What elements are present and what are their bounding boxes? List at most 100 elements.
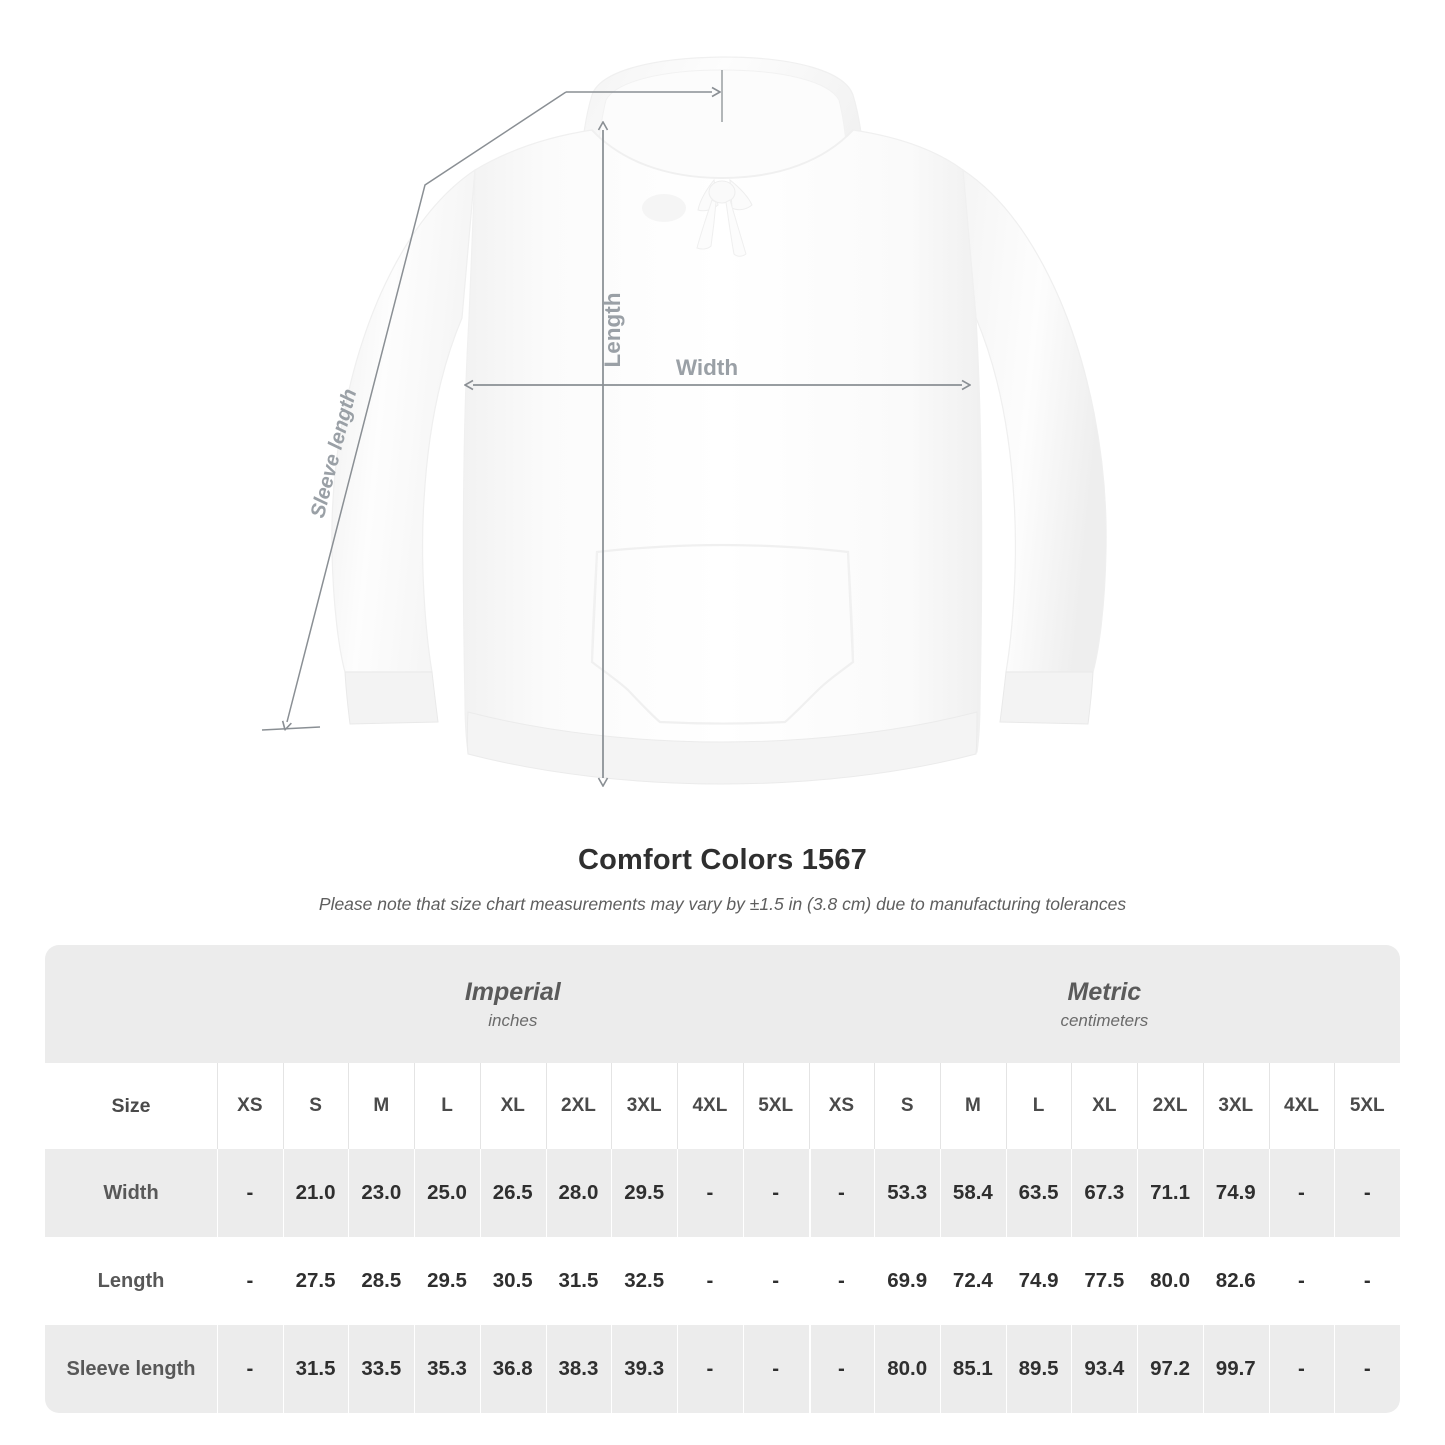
cell-width-m-imperial: 23.0 (348, 1149, 415, 1237)
cell-length-s-imperial: 27.5 (282, 1237, 349, 1325)
cell-length-3xl-metric: 82.6 (1202, 1237, 1269, 1325)
garment-diagram: Length Width Sleeve length (261, 56, 1107, 840)
cell-width-4xl-imperial: - (677, 1149, 743, 1237)
left-cuff (344, 671, 439, 725)
cell-width-s-metric: 53.3 (874, 1149, 941, 1237)
cell-sleeve-length-m-metric: 85.1 (940, 1325, 1006, 1413)
cell-sleeve-length-3xl-metric: 99.7 (1202, 1325, 1269, 1413)
unit-section-imperial: Imperial inches (217, 945, 809, 1063)
cell-sleeve-length-l-imperial: 35.3 (414, 1325, 480, 1413)
size-header-s-imperial: S (282, 1063, 349, 1149)
cell-sleeve-length-xs-metric: - (808, 1325, 875, 1413)
cell-length-5xl-metric: - (1334, 1237, 1401, 1325)
right-sleeve (962, 168, 1107, 673)
row-label-sleeve-length: Sleeve length (45, 1325, 217, 1413)
size-header-5xl-metric: 5XL (1334, 1063, 1401, 1149)
neck-seam (591, 129, 854, 180)
width-label: Width (676, 355, 738, 380)
size-header-5xl-imperial: 5XL (742, 1063, 809, 1149)
cell-length-xs-imperial: - (217, 1237, 283, 1325)
size-header-xs-metric: XS (808, 1063, 875, 1149)
table-row: Length -27.5 28.5 29.5 30.5 31.5 32.5- - -69.9 72… (45, 1237, 1401, 1325)
size-header-3xl-metric: 3XL (1202, 1063, 1269, 1149)
unit-section-metric: Metric centimeters (808, 945, 1401, 1063)
cell-width-xs-imperial: - (217, 1149, 283, 1237)
cell-sleeve-length-3xl-imperial: 39.3 (611, 1325, 678, 1413)
size-header-xs-imperial: XS (217, 1063, 283, 1149)
cell-width-xl-imperial: 26.5 (479, 1149, 546, 1237)
cell-length-xl-imperial: 30.5 (479, 1237, 546, 1325)
tolerance-note: Please note that size chart measurements… (318, 893, 1127, 914)
cell-sleeve-length-2xl-imperial: 38.3 (545, 1325, 612, 1413)
size-header-xl-metric: XL (1071, 1063, 1138, 1149)
cell-width-m-metric: 58.4 (940, 1149, 1006, 1237)
size-header-row: Size XS S M L XL 2XL 3XL 4XL 5XL XS S M L XL 2XL 3XL 4XL 5… (45, 1063, 1401, 1149)
cell-length-l-imperial: 29.5 (414, 1237, 480, 1325)
cell-width-l-metric: 63.5 (1005, 1149, 1072, 1237)
cell-sleeve-length-4xl-imperial: - (677, 1325, 743, 1413)
cell-length-xs-metric: - (808, 1237, 875, 1325)
size-header-4xl-imperial: 4XL (677, 1063, 743, 1149)
table-row: Sleeve length -31.5 33.5 35.3 36.8 38.3 39.3- -… (45, 1325, 1401, 1413)
cell-sleeve-length-xs-imperial: - (217, 1325, 283, 1413)
drawstring (696, 178, 753, 257)
size-header-m-imperial: M (348, 1063, 415, 1149)
page-title: Comfort Colors 1567 (577, 844, 868, 876)
size-header-4xl-metric: 4XL (1268, 1063, 1335, 1149)
cell-length-4xl-imperial: - (677, 1237, 743, 1325)
unit-section-subtitle: inches (488, 1010, 538, 1030)
cell-width-2xl-metric: 71.1 (1137, 1149, 1203, 1237)
cell-length-s-metric: 69.9 (874, 1237, 941, 1325)
cell-sleeve-length-xl-imperial: 36.8 (479, 1325, 546, 1413)
fabric-shadow (642, 194, 686, 222)
pocket-opening-right (847, 551, 854, 663)
table-row: Width -21.0 23.0 25.0 26.5 28.0 29.5- - -53.3 58.… (45, 1149, 1401, 1237)
cell-sleeve-length-s-metric: 80.0 (874, 1325, 941, 1413)
size-column-header: Size (45, 1063, 217, 1149)
size-header-3xl-imperial: 3XL (611, 1063, 678, 1149)
cell-length-2xl-imperial: 31.5 (545, 1237, 612, 1325)
hoodie-illustration (331, 56, 1107, 785)
cell-length-2xl-metric: 80.0 (1137, 1237, 1203, 1325)
unit-section-name: Metric (1067, 977, 1142, 1006)
size-header-l-metric: L (1005, 1063, 1072, 1149)
cell-width-l-imperial: 25.0 (414, 1149, 480, 1237)
cell-width-xs-metric: - (808, 1149, 875, 1237)
cell-sleeve-length-5xl-metric: - (1334, 1325, 1401, 1413)
bottom-hem (466, 711, 978, 785)
size-header-xl-imperial: XL (479, 1063, 546, 1149)
cell-sleeve-length-s-imperial: 31.5 (282, 1325, 349, 1413)
size-chart-table-container: Imperial inches Metric centimeters Size XS S M L… (45, 945, 1401, 1413)
sleeve-length-line (261, 92, 712, 730)
cell-length-m-imperial: 28.5 (348, 1237, 415, 1325)
size-header-m-metric: M (940, 1063, 1006, 1149)
pocket-opening-left (591, 551, 598, 663)
cell-sleeve-length-l-metric: 89.5 (1005, 1325, 1072, 1413)
cell-length-l-metric: 74.9 (1005, 1237, 1072, 1325)
left-sleeve (331, 168, 476, 673)
length-label: Length (600, 293, 625, 368)
chart-header: Comfort Colors 1567 Please note that siz… (0, 844, 1445, 915)
kangaroo-pocket (590, 543, 855, 725)
unit-banner-spacer (45, 945, 217, 1063)
cell-width-3xl-metric: 74.9 (1202, 1149, 1269, 1237)
measurement-lines (261, 70, 962, 778)
cell-width-xl-metric: 67.3 (1071, 1149, 1138, 1237)
cell-width-4xl-metric: - (1268, 1149, 1335, 1237)
cell-length-xl-metric: 77.5 (1071, 1237, 1138, 1325)
size-chart-table: Imperial inches Metric centimeters Size XS S M L… (45, 945, 1401, 1413)
cell-sleeve-length-m-imperial: 33.5 (348, 1325, 415, 1413)
cell-sleeve-length-xl-metric: 93.4 (1071, 1325, 1138, 1413)
row-label-width: Width (45, 1149, 217, 1237)
cell-width-2xl-imperial: 28.0 (545, 1149, 612, 1237)
cell-width-5xl-imperial: - (742, 1149, 809, 1237)
unit-banner-row: Imperial inches Metric centimeters (45, 945, 1401, 1063)
cell-width-5xl-metric: - (1334, 1149, 1401, 1237)
cell-sleeve-length-5xl-imperial: - (742, 1325, 809, 1413)
size-header-2xl-imperial: 2XL (545, 1063, 612, 1149)
size-header-l-imperial: L (414, 1063, 480, 1149)
cell-sleeve-length-4xl-metric: - (1268, 1325, 1335, 1413)
right-cuff (999, 671, 1094, 725)
cell-width-3xl-imperial: 29.5 (611, 1149, 678, 1237)
unit-section-name: Imperial (464, 977, 561, 1006)
